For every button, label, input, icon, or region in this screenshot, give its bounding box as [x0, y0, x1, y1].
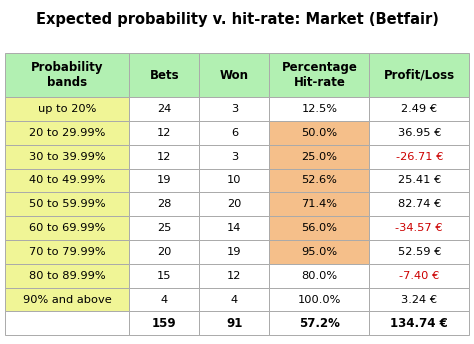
Text: 71.4%: 71.4% — [301, 199, 337, 209]
Text: 20: 20 — [227, 199, 242, 209]
Text: 56.0%: 56.0% — [301, 223, 337, 233]
Text: Percentage
Hit-rate: Percentage Hit-rate — [282, 61, 357, 89]
Text: 80.0%: 80.0% — [301, 271, 337, 281]
Text: -34.57 €: -34.57 € — [395, 223, 443, 233]
Text: 52.59 €: 52.59 € — [398, 247, 441, 257]
Text: Probability
bands: Probability bands — [31, 61, 103, 89]
Text: 3.24 €: 3.24 € — [401, 294, 438, 304]
Text: 12: 12 — [227, 271, 242, 281]
Text: 25.0%: 25.0% — [301, 152, 337, 162]
Text: 19: 19 — [157, 175, 172, 185]
Text: 90% and above: 90% and above — [23, 294, 111, 304]
Text: 28: 28 — [157, 199, 172, 209]
Text: -26.71 €: -26.71 € — [396, 152, 443, 162]
Text: 159: 159 — [152, 317, 177, 330]
Text: 15: 15 — [157, 271, 172, 281]
Text: 12: 12 — [157, 128, 172, 138]
Text: -7.40 €: -7.40 € — [399, 271, 439, 281]
Text: 2.49 €: 2.49 € — [401, 104, 438, 114]
Text: Bets: Bets — [149, 69, 179, 82]
Text: 50 to 59.99%: 50 to 59.99% — [29, 199, 105, 209]
Text: 60 to 69.99%: 60 to 69.99% — [29, 223, 105, 233]
Text: 40 to 49.99%: 40 to 49.99% — [29, 175, 105, 185]
Text: 134.74 €: 134.74 € — [391, 317, 448, 330]
Text: 10: 10 — [227, 175, 242, 185]
Text: 36.95 €: 36.95 € — [398, 128, 441, 138]
Text: 19: 19 — [227, 247, 242, 257]
Text: 12: 12 — [157, 152, 172, 162]
Text: 100.0%: 100.0% — [298, 294, 341, 304]
Text: 82.74 €: 82.74 € — [398, 199, 441, 209]
Text: Expected probability v. hit-rate: Market (Betfair): Expected probability v. hit-rate: Market… — [36, 12, 438, 27]
Text: 4: 4 — [161, 294, 168, 304]
Text: 3: 3 — [231, 152, 238, 162]
Text: 91: 91 — [226, 317, 243, 330]
Text: 70 to 79.99%: 70 to 79.99% — [29, 247, 105, 257]
Text: up to 20%: up to 20% — [38, 104, 96, 114]
Text: 30 to 39.99%: 30 to 39.99% — [29, 152, 105, 162]
Text: 57.2%: 57.2% — [299, 317, 340, 330]
Text: Won: Won — [220, 69, 249, 82]
Text: 12.5%: 12.5% — [301, 104, 337, 114]
Text: 25.41 €: 25.41 € — [398, 175, 441, 185]
Text: 14: 14 — [227, 223, 242, 233]
Text: 25: 25 — [157, 223, 172, 233]
Text: 4: 4 — [231, 294, 238, 304]
Text: 24: 24 — [157, 104, 172, 114]
Text: 52.6%: 52.6% — [301, 175, 337, 185]
Text: 3: 3 — [231, 104, 238, 114]
Text: 20 to 29.99%: 20 to 29.99% — [29, 128, 105, 138]
Text: 6: 6 — [231, 128, 238, 138]
Text: 95.0%: 95.0% — [301, 247, 337, 257]
Text: Profit/Loss: Profit/Loss — [384, 69, 455, 82]
Text: 20: 20 — [157, 247, 172, 257]
Text: 80 to 89.99%: 80 to 89.99% — [29, 271, 105, 281]
Text: 50.0%: 50.0% — [301, 128, 337, 138]
